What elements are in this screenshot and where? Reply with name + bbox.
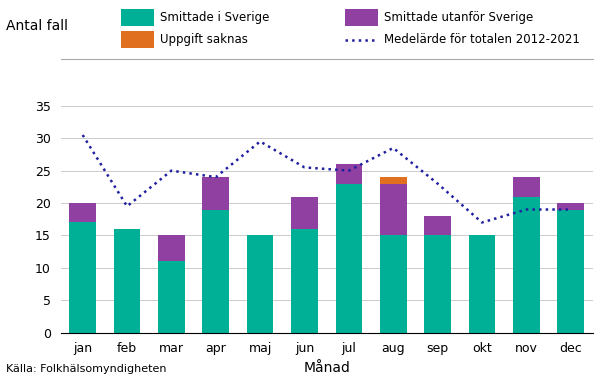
Bar [203, 209, 229, 333]
Bar [247, 235, 273, 333]
Bar [557, 203, 584, 209]
Bar [203, 177, 229, 209]
Bar [380, 184, 407, 235]
Bar [336, 184, 362, 333]
Text: Smittade utanför Sverige: Smittade utanför Sverige [384, 11, 534, 23]
Bar [380, 235, 407, 333]
Bar [380, 177, 407, 184]
Bar [557, 209, 584, 333]
Bar [158, 261, 185, 333]
X-axis label: Månad: Månad [303, 361, 350, 375]
Bar [70, 203, 96, 223]
Text: Källa: Folkhälsomyndigheten: Källa: Folkhälsomyndigheten [6, 364, 166, 374]
Bar [513, 197, 540, 333]
Bar [114, 229, 140, 333]
Bar [291, 229, 318, 333]
Bar [469, 235, 495, 333]
Text: Uppgift saknas: Uppgift saknas [160, 33, 248, 46]
Text: Antal fall: Antal fall [6, 19, 68, 33]
Bar [424, 216, 451, 235]
Bar [424, 235, 451, 333]
Bar [291, 197, 318, 229]
Bar [336, 164, 362, 184]
Text: Smittade i Sverige: Smittade i Sverige [160, 11, 270, 23]
Bar [70, 223, 96, 333]
Bar [158, 235, 185, 261]
Bar [513, 177, 540, 197]
Text: Medelärde för totalen 2012-2021: Medelärde för totalen 2012-2021 [384, 33, 580, 46]
